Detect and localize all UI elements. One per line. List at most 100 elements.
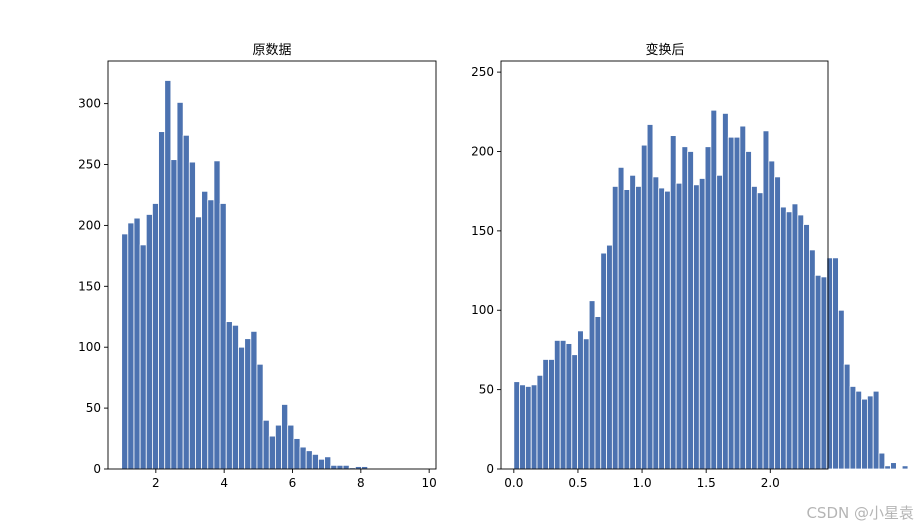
histogram-bar xyxy=(164,80,172,470)
histogram-bar xyxy=(305,450,313,470)
y-tick-label: 200 xyxy=(471,144,494,158)
histogram-bar xyxy=(182,134,190,470)
histogram-bar xyxy=(519,384,526,470)
histogram-bar xyxy=(884,465,891,470)
histogram-bar xyxy=(262,419,270,470)
histogram-bar xyxy=(762,130,770,470)
histogram-bar xyxy=(745,151,752,470)
x-tick-label: 2.0 xyxy=(761,476,780,490)
histogram-bar xyxy=(311,453,319,470)
histogram-bar xyxy=(611,186,619,470)
histogram-bar xyxy=(733,136,741,470)
histogram-bar xyxy=(646,124,654,470)
histogram-bar xyxy=(785,211,793,470)
histogram-bar xyxy=(664,190,671,470)
histogram-bar xyxy=(188,161,196,470)
y-tick-label: 150 xyxy=(471,224,494,238)
histogram-bar xyxy=(693,184,700,470)
histogram-bar xyxy=(219,203,227,470)
histogram-bar xyxy=(687,151,694,470)
histogram-bar xyxy=(669,135,677,470)
histogram-bar xyxy=(849,386,857,470)
histogram-bar xyxy=(698,178,706,470)
histogram-bar xyxy=(866,395,874,470)
histogram-bar xyxy=(213,160,221,470)
x-tick-label: 8 xyxy=(357,476,365,490)
x-tick-label: 4 xyxy=(220,476,228,490)
histogram-bar xyxy=(565,343,573,470)
histogram-bar xyxy=(127,222,135,470)
histogram-bar xyxy=(536,374,544,470)
histogram-bar xyxy=(342,464,350,470)
histogram-bar xyxy=(838,309,845,470)
histogram-bar xyxy=(244,338,252,470)
histogram-bar xyxy=(600,252,607,470)
histogram-bar xyxy=(901,465,909,470)
x-tick-label: 1.0 xyxy=(633,476,652,490)
histogram-bar xyxy=(121,233,129,470)
histogram-bar xyxy=(571,354,578,470)
histogram-bar xyxy=(704,146,712,470)
histogram-bar xyxy=(542,359,550,470)
y-tick-label: 300 xyxy=(78,97,101,111)
histogram-bar xyxy=(231,324,239,470)
x-tick-label: 0.5 xyxy=(568,476,587,490)
watermark: CSDN @小星袁 xyxy=(806,504,914,522)
histogram-bar xyxy=(727,136,735,470)
histogram-bar xyxy=(623,189,631,470)
histogram-bar xyxy=(768,160,776,470)
histogram-bar xyxy=(681,146,689,470)
plot-frame xyxy=(500,60,829,470)
histogram-bar xyxy=(756,192,764,470)
histogram-bar xyxy=(675,182,683,470)
x-tick-label: 2 xyxy=(152,476,160,490)
histogram-bar xyxy=(588,300,596,470)
histogram-bar xyxy=(513,381,521,470)
histogram-bar xyxy=(176,102,184,470)
histogram-bar xyxy=(207,199,215,470)
histogram-bar xyxy=(225,321,233,470)
histogram-bar xyxy=(629,174,636,470)
histogram-bar xyxy=(250,330,258,470)
histogram-bar xyxy=(780,206,787,470)
y-tick-label: 50 xyxy=(86,401,101,415)
histogram-bar xyxy=(170,159,178,470)
histogram-bar xyxy=(324,456,332,470)
histogram-bar xyxy=(658,187,665,470)
histogram-bar xyxy=(820,276,828,470)
y-tick-label: 200 xyxy=(78,218,101,232)
histogram-bar xyxy=(281,404,289,470)
histogram-bar xyxy=(530,384,538,470)
histogram-bar xyxy=(238,346,246,470)
histogram-bar xyxy=(318,458,326,470)
y-tick-label: 150 xyxy=(78,279,101,293)
histogram-bar xyxy=(268,435,276,470)
y-tick-label: 100 xyxy=(471,303,494,317)
histogram-bar xyxy=(890,462,897,470)
x-tick-label: 1.5 xyxy=(697,476,716,490)
histogram-bar xyxy=(791,203,799,470)
y-tick-label: 0 xyxy=(93,462,101,476)
histogram-bar xyxy=(878,452,886,470)
histogram-bar xyxy=(832,257,839,470)
histogram-bar xyxy=(797,214,805,470)
histogram-bar xyxy=(275,424,282,470)
y-tick-label: 0 xyxy=(486,462,494,476)
histogram-bar xyxy=(287,424,295,470)
histogram-bar xyxy=(152,203,159,470)
histogram-bar xyxy=(336,464,344,470)
x-tick-label: 6 xyxy=(289,476,297,490)
histogram-bar xyxy=(722,112,729,470)
histogram-bar xyxy=(582,338,590,470)
histogram-bar xyxy=(594,316,602,470)
histogram-bar xyxy=(293,438,301,470)
histogram-bar xyxy=(774,176,781,470)
y-tick-label: 100 xyxy=(78,340,101,354)
histogram-bar xyxy=(256,363,264,470)
histogram-bar xyxy=(299,446,307,470)
y-tick-label: 250 xyxy=(471,65,494,79)
histogram-bar xyxy=(577,330,584,470)
histogram-bar xyxy=(525,386,532,470)
plot-frame xyxy=(107,60,437,470)
y-tick-label: 50 xyxy=(479,383,494,397)
